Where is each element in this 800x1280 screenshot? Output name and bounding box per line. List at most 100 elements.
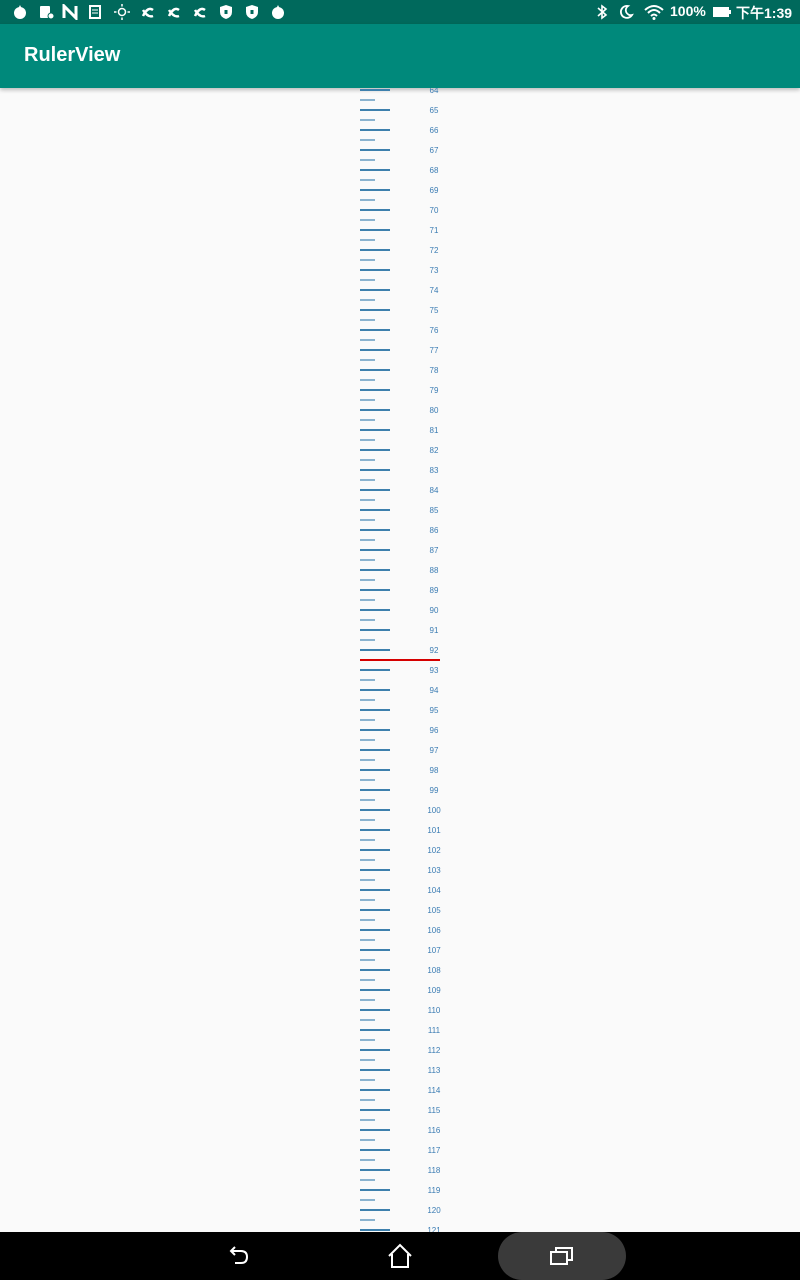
ruler-major-tick xyxy=(360,209,390,211)
ruler-major-tick xyxy=(360,1169,390,1171)
ruler-label: 108 xyxy=(427,966,441,975)
sync-icon xyxy=(141,7,154,18)
recents-button[interactable] xyxy=(498,1232,626,1280)
ruler-label: 106 xyxy=(427,926,441,935)
ruler-major-tick xyxy=(360,249,390,251)
ruler-label: 117 xyxy=(427,1146,441,1155)
ruler-label: 111 xyxy=(427,1026,441,1035)
ruler-label: 92 xyxy=(429,646,439,655)
ruler-label: 79 xyxy=(429,386,439,395)
ruler-major-tick xyxy=(360,989,390,991)
ruler-major-tick xyxy=(360,1209,390,1211)
ruler-label: 96 xyxy=(429,726,439,735)
ruler-minor-tick xyxy=(360,959,375,961)
flame-icon xyxy=(14,5,26,19)
home-button[interactable] xyxy=(336,1232,464,1280)
ruler-major-tick xyxy=(360,909,390,911)
ruler-label: 107 xyxy=(427,946,441,955)
ruler-label: 98 xyxy=(429,766,439,775)
ruler-major-tick xyxy=(360,1009,390,1011)
ruler-major-tick xyxy=(360,589,390,591)
ruler-minor-tick xyxy=(360,839,375,841)
ruler-minor-tick xyxy=(360,1059,375,1061)
ruler-label: 97 xyxy=(429,746,439,755)
ruler-major-tick xyxy=(360,129,390,131)
ruler-minor-tick xyxy=(360,859,375,861)
ruler-minor-tick xyxy=(360,159,375,161)
ruler-label: 67 xyxy=(429,146,439,155)
ruler-major-tick xyxy=(360,729,390,731)
ruler-label: 64 xyxy=(429,88,439,95)
ruler-major-tick xyxy=(360,829,390,831)
ruler-major-tick xyxy=(360,689,390,691)
ruler-label: 104 xyxy=(427,886,441,895)
ruler-label: 86 xyxy=(429,526,439,535)
ruler-view[interactable]: 64 65 66 67 68 69 70 71 72 73 74 75 76 77 78 79 80 81 82 83… xyxy=(0,88,800,1232)
ruler-minor-tick xyxy=(360,99,375,101)
ruler-label: 103 xyxy=(427,866,441,875)
ruler-container[interactable]: 64 65 66 67 68 69 70 71 72 73 74 75 76 77 78 79 80 81 82 83… xyxy=(0,88,800,1232)
ruler-minor-tick xyxy=(360,1199,375,1201)
ruler-minor-tick xyxy=(360,379,375,381)
ruler-label: 82 xyxy=(429,446,439,455)
ruler-minor-tick xyxy=(360,1039,375,1041)
ruler-major-tick xyxy=(360,1149,390,1151)
battery-icon xyxy=(713,7,731,17)
ruler-minor-tick xyxy=(360,979,375,981)
ruler-major-tick xyxy=(360,1229,390,1231)
ruler-label: 113 xyxy=(427,1066,441,1075)
wifi-icon xyxy=(644,5,664,20)
ruler-minor-tick xyxy=(360,279,375,281)
shield-icon xyxy=(220,5,232,19)
ruler-major-tick xyxy=(360,569,390,571)
flame-icon xyxy=(272,5,284,19)
notification-icon xyxy=(40,6,54,20)
ruler-major-tick xyxy=(360,1129,390,1131)
ruler-label: 91 xyxy=(429,626,439,635)
ruler-major-tick xyxy=(360,169,390,171)
ruler-major-tick xyxy=(360,349,390,351)
ruler-label: 65 xyxy=(429,106,439,115)
ruler-label: 118 xyxy=(427,1166,441,1175)
ruler-label: 116 xyxy=(427,1126,441,1135)
ruler-minor-tick xyxy=(360,399,375,401)
ruler-label: 115 xyxy=(427,1106,441,1115)
ruler-label: 95 xyxy=(429,706,439,715)
ruler-label: 74 xyxy=(429,286,439,295)
ruler-minor-tick xyxy=(360,199,375,201)
ruler-major-tick xyxy=(360,449,390,451)
ruler-major-tick xyxy=(360,849,390,851)
ruler-minor-tick xyxy=(360,1119,375,1121)
ruler-minor-tick xyxy=(360,719,375,721)
ruler-minor-tick xyxy=(360,559,375,561)
ruler-label: 83 xyxy=(429,466,439,475)
ruler-minor-tick xyxy=(360,219,375,221)
ruler-minor-tick xyxy=(360,899,375,901)
battery-percent: 100% xyxy=(670,3,706,19)
ruler-label: 102 xyxy=(427,846,441,855)
ruler-minor-tick xyxy=(360,359,375,361)
ruler-label: 81 xyxy=(429,426,439,435)
ruler-major-tick xyxy=(360,889,390,891)
ruler-major-tick xyxy=(360,1109,390,1111)
ruler-label: 89 xyxy=(429,586,439,595)
ruler-label: 76 xyxy=(429,326,439,335)
ruler-major-tick xyxy=(360,749,390,751)
ruler-major-tick xyxy=(360,969,390,971)
ruler-major-tick xyxy=(360,229,390,231)
ruler-label: 105 xyxy=(427,906,441,915)
ruler-minor-tick xyxy=(360,119,375,121)
ruler-major-tick xyxy=(360,389,390,391)
ruler-minor-tick xyxy=(360,599,375,601)
back-button[interactable] xyxy=(174,1232,302,1280)
ruler-major-tick xyxy=(360,329,390,331)
ruler-minor-tick xyxy=(360,459,375,461)
ruler-label: 110 xyxy=(427,1006,441,1015)
back-icon xyxy=(229,1246,249,1264)
shield-icon xyxy=(246,5,258,19)
ruler-label: 68 xyxy=(429,166,439,175)
ruler-major-tick xyxy=(360,629,390,631)
status-bar: 100% 下午1:39 xyxy=(0,0,800,24)
ruler-major-tick xyxy=(360,509,390,511)
ruler-major-tick xyxy=(360,609,390,611)
